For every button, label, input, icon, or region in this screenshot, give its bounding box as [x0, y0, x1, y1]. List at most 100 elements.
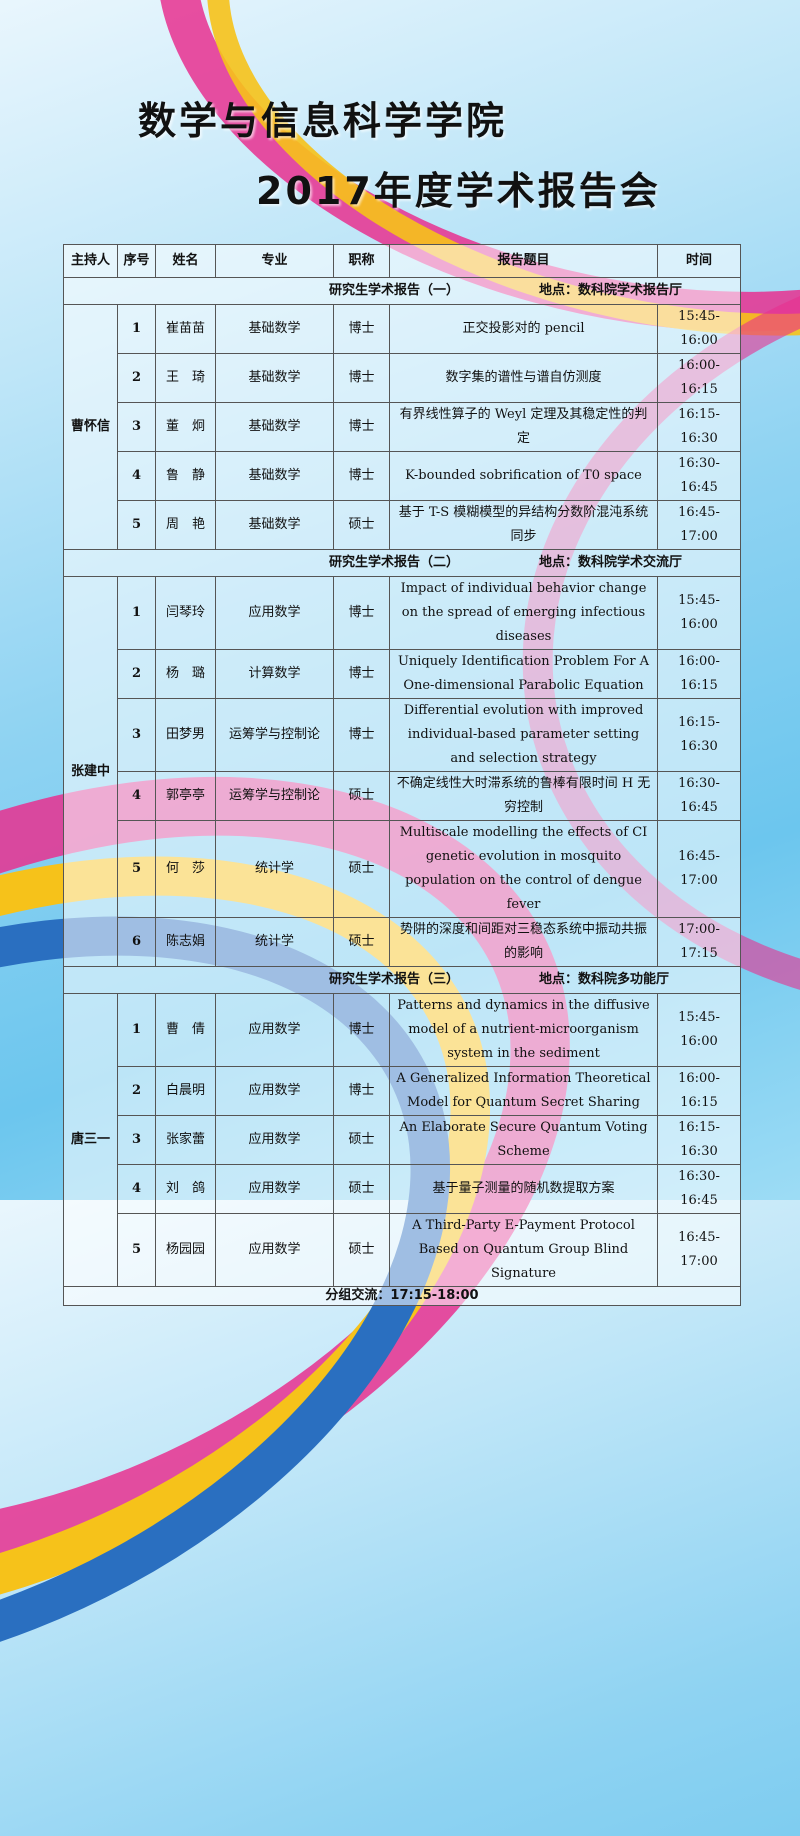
section-header: 研究生学术报告（三） 地点：数科院多功能厅	[63, 966, 741, 994]
topic-cell: Differential evolution with improved ind…	[389, 698, 658, 772]
major-cell: 基础数学	[215, 500, 334, 550]
topic-cell: 势阱的深度和间距对三稳态系统中振动共振的影响	[389, 917, 658, 967]
header-degree: 职称	[333, 244, 390, 278]
number-cell: 4	[117, 1164, 156, 1214]
section-header: 研究生学术报告（一） 地点：数科院学术报告厅	[63, 277, 741, 305]
section-name: 研究生学术报告（二）	[329, 555, 460, 570]
table-row: 唐三一 1 曹 倩应用数学 博士 Patterns and dynamics in th…	[63, 993, 741, 1287]
header-number: 序号	[117, 244, 156, 278]
major-cell: 应用数学	[215, 1115, 334, 1165]
name-cell: 曹 倩	[155, 993, 216, 1067]
time-cell: 16:45-17:00	[657, 820, 741, 918]
section-location: 地点：数科院学术报告厅	[539, 283, 683, 298]
topic-cell: 有界线性算子的 Weyl 定理及其稳定性的判定	[389, 402, 658, 452]
major-cell: 计算数学	[215, 649, 334, 699]
major-cell: 应用数学	[215, 1066, 334, 1116]
topic-cell: K-bounded sobrification of T0 space	[389, 451, 658, 501]
section-name: 研究生学术报告（三）	[329, 972, 460, 987]
section-name: 研究生学术报告（一）	[329, 283, 460, 298]
schedule-table: 主持人 序号 姓名 专业 职称 报告题目 时间 研究生学术报告（一） 地点：数科院…	[63, 244, 741, 1306]
name-cell: 董 炯	[155, 402, 216, 452]
host-cell: 唐三一	[63, 993, 118, 1287]
time-cell: 16:15-16:30	[657, 402, 741, 452]
name-cell: 田梦男	[155, 698, 216, 772]
major-cell: 应用数学	[215, 993, 334, 1067]
time-cell: 16:15-16:30	[657, 698, 741, 772]
topic-cell: Uniquely Identification Problem For A On…	[389, 649, 658, 699]
table-row: 4 郭亭亭 运筹学与控制论 硕士 不确定线性大时滞系统的鲁棒有限时间 H 无穷控制 16:…	[64, 771, 741, 821]
time-cell: 16:30-16:45	[657, 451, 741, 501]
table-row: 3 田梦男 运筹学与控制论 博士 Differential evolution with…	[64, 698, 741, 772]
time-cell: 16:00-16:15	[657, 353, 741, 403]
time-cell: 15:45-16:00	[657, 576, 741, 650]
time-cell: 16:45-17:00	[657, 500, 741, 550]
host-cell: 曹怀信	[63, 304, 118, 550]
topic-cell: Multiscale modelling the effects of CI g…	[389, 820, 658, 918]
time-cell: 15:45-16:00	[657, 304, 741, 354]
major-cell: 基础数学	[215, 402, 334, 452]
number-cell: 3	[117, 698, 156, 772]
time-cell: 17:00-17:15	[657, 917, 741, 967]
name-cell: 鲁 静	[155, 451, 216, 501]
major-cell: 运筹学与控制论	[215, 698, 334, 772]
degree-cell: 博士	[333, 304, 390, 354]
section-header-row: 研究生学术报告（二） 地点：数科院学术交流厅	[63, 549, 741, 577]
table-row: 6 陈志娟 统计学 硕士 势阱的深度和间距对三稳态系统中振动共振的影响 17:00-17:…	[64, 917, 741, 967]
degree-cell: 硕士	[333, 1213, 390, 1287]
major-cell: 统计学	[215, 917, 334, 967]
degree-cell: 博士	[333, 353, 390, 403]
header-host: 主持人	[63, 244, 118, 278]
section-location: 地点：数科院学术交流厅	[539, 555, 683, 570]
number-cell: 6	[117, 917, 156, 967]
section-header-row: 研究生学术报告（一） 地点：数科院学术报告厅	[63, 277, 741, 305]
time-cell: 16:30-16:45	[657, 1164, 741, 1214]
name-cell: 郭亭亭	[155, 771, 216, 821]
degree-cell: 博士	[333, 402, 390, 452]
section-header: 研究生学术报告（二） 地点：数科院学术交流厅	[63, 549, 741, 577]
number-cell: 5	[117, 500, 156, 550]
name-cell: 陈志娟	[155, 917, 216, 967]
number-cell: 2	[117, 649, 156, 699]
table-row: 3 张家蕾 应用数学 硕士 An Elaborate Secure Quantum Vo…	[64, 1115, 741, 1165]
number-cell: 5	[117, 820, 156, 918]
header-major: 专业	[215, 244, 334, 278]
table-row: 张建中 1 闫琴玲 应用数学 博士 Impact of individual behavi…	[63, 576, 741, 967]
topic-cell: An Elaborate Secure Quantum Voting Schem…	[389, 1115, 658, 1165]
degree-cell: 硕士	[333, 917, 390, 967]
host-cell: 张建中	[63, 576, 118, 967]
section-location: 地点：数科院多功能厅	[539, 972, 670, 987]
topic-cell: A Generalized Information Theoretical Mo…	[389, 1066, 658, 1116]
header-name: 姓名	[155, 244, 216, 278]
table-row: 曹怀信 1 崔苗苗 基础数学 博士 正交投影对的 pencil 15:45-16:00	[63, 304, 741, 550]
topic-cell: 数字集的谱性与谱自仿测度	[389, 353, 658, 403]
name-cell: 张家蕾	[155, 1115, 216, 1165]
footer-note: 分组交流：17:15-18:00	[63, 1286, 741, 1306]
poster-subtitle: 2017年度学术报告会	[256, 169, 661, 213]
name-cell: 杨园园	[155, 1213, 216, 1287]
time-cell: 16:45-17:00	[657, 1213, 741, 1287]
number-cell: 1	[117, 993, 156, 1067]
degree-cell: 博士	[333, 1066, 390, 1116]
major-cell: 统计学	[215, 820, 334, 918]
major-cell: 运筹学与控制论	[215, 771, 334, 821]
degree-cell: 博士	[333, 451, 390, 501]
number-cell: 4	[117, 451, 156, 501]
topic-cell: 不确定线性大时滞系统的鲁棒有限时间 H 无穷控制	[389, 771, 658, 821]
topic-cell: A Third-Party E-Payment Protocol Based o…	[389, 1213, 658, 1287]
name-cell: 何 莎	[155, 820, 216, 918]
number-cell: 4	[117, 771, 156, 821]
name-cell: 王 琦	[155, 353, 216, 403]
degree-cell: 硕士	[333, 1115, 390, 1165]
degree-cell: 博士	[333, 993, 390, 1067]
number-cell: 1	[117, 576, 156, 650]
major-cell: 应用数学	[215, 1164, 334, 1214]
major-cell: 基础数学	[215, 451, 334, 501]
degree-cell: 博士	[333, 576, 390, 650]
topic-cell: 基于 T-S 模糊模型的异结构分数阶混沌系统同步	[389, 500, 658, 550]
